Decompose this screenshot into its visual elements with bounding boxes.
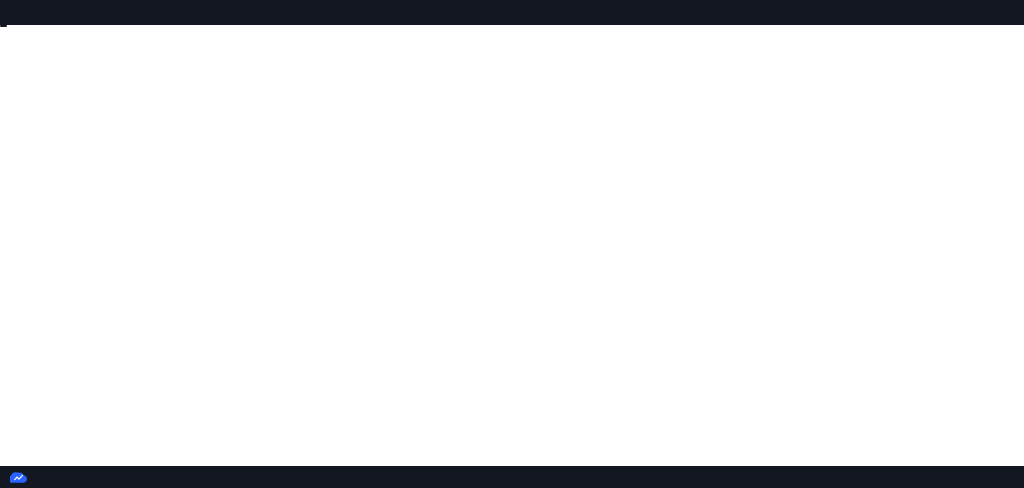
price-axis[interactable] (979, 25, 1024, 466)
tradingview-logo-icon[interactable] (10, 471, 27, 484)
series-label-tag (0, 25, 7, 27)
chart-pane[interactable] (0, 25, 1024, 466)
time-axis[interactable] (0, 449, 978, 466)
footer-bar (0, 466, 1024, 488)
snapshot-header (0, 0, 1024, 25)
symbol-row (8, 13, 18, 25)
